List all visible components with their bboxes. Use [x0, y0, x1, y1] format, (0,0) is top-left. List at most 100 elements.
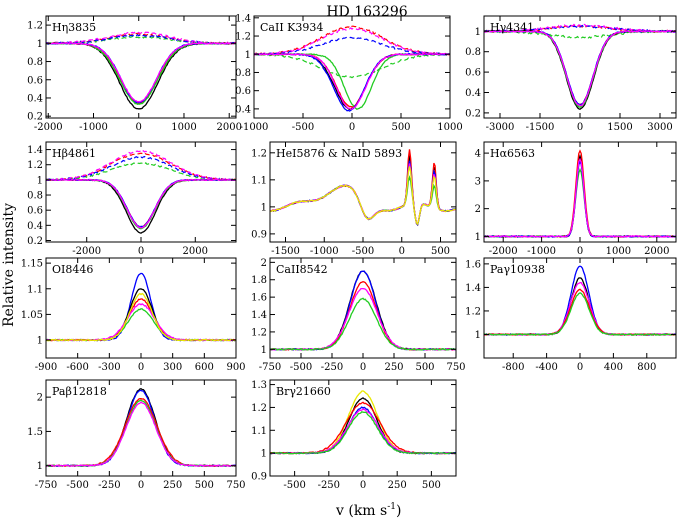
x-tick-label: -1000 [527, 246, 556, 257]
x-tick-label: -1500 [271, 246, 300, 257]
series-blue [254, 53, 450, 112]
panel-3: -3000 -1500 0 1500 3000 0.2 0.4 0.6 0.8 1 Hγ4341 [465, 15, 677, 133]
series-yellow [46, 292, 236, 342]
panel-label: Paγ10938 [490, 263, 545, 276]
x-tick-label: 0 [138, 480, 144, 491]
residual-magenta [46, 30, 236, 45]
y-tick-label: 1.2 [251, 327, 267, 338]
panel-plot-area [254, 25, 450, 112]
y-tick-label: 1 [261, 345, 267, 356]
y-tick-label: 1.1 [251, 175, 267, 186]
figure-title: HD 163296 [326, 4, 407, 20]
x-tick-label: 0 [577, 362, 583, 373]
series-red [46, 178, 236, 228]
y-tick-label: 1 [475, 330, 481, 341]
series-green [484, 167, 676, 238]
series-magenta [254, 52, 450, 110]
y-tick-label: 1.1 [27, 284, 43, 295]
x-tick-label: -500 [66, 480, 88, 491]
panel-label: Hη3835 [52, 21, 96, 34]
y-tick-label: 2 [475, 204, 481, 215]
series-yellow [270, 390, 456, 455]
y-tick-label: 2 [37, 393, 43, 404]
series-blue [270, 160, 456, 227]
residual-green [254, 52, 450, 79]
panel-9: -800 -400 0 400 800 1 1.2 1.4 1.6 Paγ10938 [465, 257, 677, 373]
panel-1: -2000 -1000 0 1000 2000 0.2 0.4 0.6 0.8 1 1.2 Hη383… [27, 15, 242, 133]
series-blue [46, 42, 236, 104]
y-tick-label: 1 [245, 50, 251, 61]
panel-label: Hα6563 [490, 147, 535, 160]
series-green [270, 297, 456, 351]
y-tick-label: 0.6 [27, 206, 43, 217]
residual-magenta [46, 149, 236, 182]
panel-7: -900 -600 -300 0 300 600 900 1 1.05 1.1 1.15 OI8446 [21, 257, 246, 373]
x-tick-label: 1000 [606, 246, 631, 257]
y-tick-label: 1.4 [235, 13, 251, 24]
y-tick-label: 1.15 [21, 259, 43, 270]
residual-magenta [254, 27, 450, 56]
y-axis-label: Relative intensity [1, 203, 17, 327]
panel-plot-area [484, 149, 676, 238]
x-tick-label: -500 [290, 362, 312, 373]
x-tick-label: 1000 [171, 122, 196, 133]
y-tick-label: 4 [475, 149, 481, 160]
x-tick-label: -2000 [34, 122, 63, 133]
y-tick-label: 0.6 [235, 86, 251, 97]
series-green [46, 399, 236, 468]
x-tick-label: 250 [384, 362, 403, 373]
series-red [484, 288, 676, 336]
series-black [270, 397, 456, 455]
y-tick-label: 0.4 [465, 88, 481, 99]
x-tick-label: 3000 [647, 122, 672, 133]
y-tick-label: 1 [261, 202, 267, 213]
series-green [46, 308, 236, 342]
x-tick-label: -1500 [526, 122, 555, 133]
panel-2: -1000 -500 0 500 1000 0.4 0.6 0.8 1 1.2 1.4 CaII K3… [235, 13, 463, 133]
series-green [46, 178, 236, 230]
x-tick-label: -500 [292, 122, 314, 133]
x-tick-label: 800 [637, 362, 656, 373]
x-tick-label: -3000 [486, 122, 515, 133]
panel-6: -2000 -1000 0 1000 2000 1 2 3 4 Hα6563 [475, 141, 677, 257]
x-axis-label-close: ) [396, 503, 401, 519]
series-green [254, 53, 450, 110]
y-tick-label: 1.2 [27, 21, 43, 32]
panel-plot-area [484, 23, 676, 111]
series-black [484, 277, 676, 336]
y-tick-label: 1.2 [251, 403, 267, 414]
residual-green [46, 162, 236, 181]
y-tick-label: 1.05 [21, 310, 43, 321]
panel-8: -750 -500 -250 0 250 500 750 1 1.2 1.4 1.6 1.8 2 CaII… [251, 257, 466, 373]
x-tick-label: -500 [352, 246, 374, 257]
panel-plot-area [270, 270, 456, 351]
x-tick-label: 250 [388, 480, 407, 491]
series-green [484, 29, 676, 108]
x-tick-label: -1000 [310, 246, 339, 257]
y-tick-label: 1.6 [251, 293, 267, 304]
y-tick-label: 0.2 [27, 112, 43, 123]
series-blue [46, 178, 236, 228]
x-tick-label: 900 [226, 362, 245, 373]
x-tick-label: 0 [360, 480, 366, 491]
y-tick-label: 1 [37, 461, 43, 472]
x-tick-label: -750 [35, 480, 57, 491]
x-tick-label: 750 [446, 362, 465, 373]
x-tick-label: 400 [604, 362, 623, 373]
y-tick-label: 1.2 [465, 306, 481, 317]
y-tick-label: 1.2 [27, 160, 43, 171]
y-tick-label: 0.6 [27, 75, 43, 86]
y-tick-label: 1.4 [251, 310, 267, 321]
x-tick-label: 500 [195, 480, 214, 491]
x-tick-label: -750 [259, 362, 281, 373]
panel-label: CaII K3934 [260, 21, 323, 34]
residual-blue [254, 36, 450, 56]
series-blue [46, 272, 236, 342]
x-tick-label: -1000 [79, 122, 108, 133]
panel-frame [45, 15, 237, 119]
y-tick-label: 1 [37, 39, 43, 50]
x-tick-label: -900 [35, 362, 57, 373]
panel-plot-area [46, 149, 236, 234]
